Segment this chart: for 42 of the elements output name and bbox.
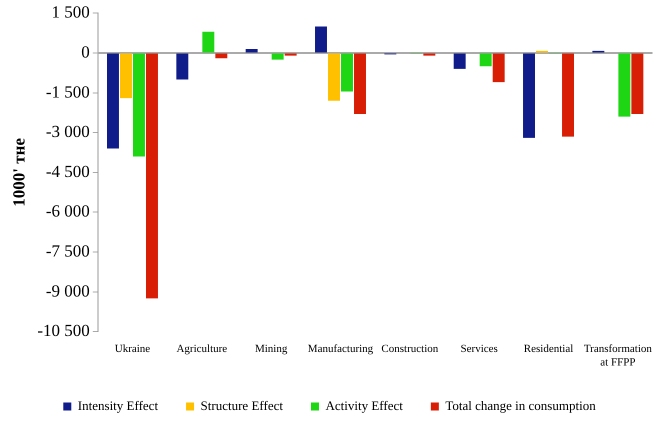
y-tick-label: 0: [81, 42, 90, 62]
bar: [480, 54, 492, 66]
bar: [315, 26, 327, 52]
bar: [176, 54, 188, 80]
y-tick-label: -7 500: [46, 241, 90, 260]
y-axis-title: 1000' тне: [10, 138, 29, 207]
legend-label: Intensity Effect: [78, 398, 158, 413]
bar: [215, 54, 228, 58]
bar: [454, 54, 466, 69]
bar: [272, 54, 284, 60]
x-tick-label: Transformation at FFPP: [584, 343, 652, 368]
bar: [562, 54, 574, 137]
legend-label: Total change in consumption: [445, 398, 596, 413]
bar: [133, 54, 145, 156]
x-tick-label: Mining: [254, 343, 288, 356]
bar: [492, 54, 505, 82]
bar: [523, 54, 535, 138]
y-tick-label: -3 000: [46, 122, 90, 142]
bar: [202, 32, 214, 52]
y-tick-label: 1 500: [52, 2, 90, 22]
bar: [631, 54, 644, 114]
bar: [328, 54, 340, 101]
x-tick-label: Ukraine: [114, 343, 150, 356]
x-tick-label: Agriculture: [176, 343, 228, 356]
y-tick-label: -9 000: [46, 281, 90, 300]
legend-label: Structure Effect: [200, 398, 284, 413]
x-tick-label: Services: [460, 343, 498, 356]
bar: [354, 54, 366, 114]
x-tick-label: Construction: [381, 343, 439, 356]
legend-label: Activity Effect: [325, 398, 404, 413]
y-tick-label: -1 500: [46, 82, 90, 102]
bar: [341, 54, 353, 92]
bar: [120, 54, 132, 98]
y-tick-label: -10 500: [37, 321, 90, 340]
bar: [246, 49, 258, 52]
y-tick-label: -6 000: [46, 202, 90, 221]
x-tick-label: Residential: [524, 343, 574, 356]
bar: [146, 54, 158, 298]
bar: [107, 54, 119, 149]
x-tick-label: Manufacturing: [308, 343, 374, 356]
y-tick-label: -4 500: [46, 162, 90, 181]
bar: [618, 54, 630, 117]
